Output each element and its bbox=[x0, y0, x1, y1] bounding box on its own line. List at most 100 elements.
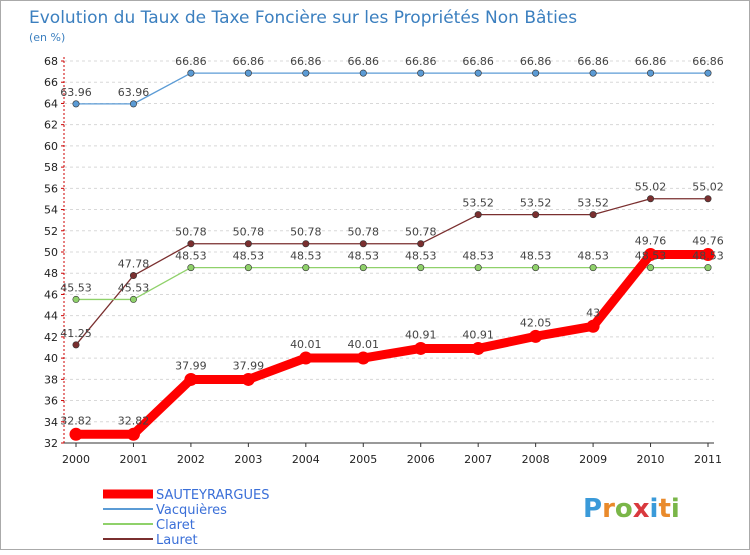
y-tick-label: 62 bbox=[44, 119, 58, 132]
data-label: 48.53 bbox=[635, 250, 667, 263]
data-label: 66.86 bbox=[348, 55, 380, 68]
data-label: 40.01 bbox=[290, 338, 322, 351]
axes bbox=[63, 57, 714, 444]
data-point bbox=[704, 195, 712, 203]
data-label: 66.86 bbox=[233, 55, 265, 68]
logo-letter-x: x bbox=[633, 494, 650, 524]
data-label: 66.86 bbox=[462, 55, 494, 68]
data-point bbox=[129, 295, 137, 303]
data-point bbox=[529, 329, 543, 343]
data-label: 42.05 bbox=[520, 316, 552, 329]
y-tick-label: 48 bbox=[44, 267, 58, 280]
data-point bbox=[129, 272, 137, 280]
data-label: 32.82 bbox=[118, 414, 150, 427]
y-tick-label: 56 bbox=[44, 182, 58, 195]
data-label: 55.02 bbox=[692, 181, 724, 194]
data-point bbox=[129, 100, 137, 108]
data-point bbox=[187, 69, 195, 77]
data-label: 66.86 bbox=[692, 55, 724, 68]
x-tick-label: 2004 bbox=[292, 453, 320, 466]
data-point bbox=[417, 240, 425, 248]
logo-letter-i: i bbox=[650, 494, 659, 524]
y-tick-label: 42 bbox=[44, 331, 58, 344]
data-point bbox=[471, 341, 485, 355]
data-point bbox=[474, 211, 482, 219]
series-line-lauret bbox=[75, 198, 709, 346]
x-axis-ticks: 2000 2001 2002 2003 2004 2005 2006 2007 2008 2009… bbox=[62, 443, 722, 466]
y-tick-label: 58 bbox=[44, 161, 58, 174]
series-line-claret bbox=[75, 266, 709, 301]
data-point bbox=[244, 264, 252, 272]
data-label: 66.86 bbox=[577, 55, 609, 68]
data-label: 48.53 bbox=[462, 250, 494, 263]
data-label: 53.52 bbox=[462, 197, 494, 210]
data-point bbox=[701, 248, 715, 262]
data-point bbox=[532, 211, 540, 219]
data-label: 45.53 bbox=[60, 281, 92, 294]
x-tick-label: 2003 bbox=[234, 453, 262, 466]
data-label: 63.96 bbox=[118, 86, 150, 99]
data-point bbox=[417, 264, 425, 272]
data-point bbox=[244, 240, 252, 248]
data-point bbox=[69, 427, 83, 441]
data-label: 37.99 bbox=[233, 359, 265, 372]
chart-subtitle: (en %) bbox=[29, 31, 65, 44]
proxiti-logo: Proxiti bbox=[583, 494, 680, 524]
data-point bbox=[414, 341, 428, 355]
data-point bbox=[299, 351, 313, 365]
y-tick-label: 44 bbox=[44, 310, 58, 323]
data-point bbox=[126, 427, 140, 441]
y-tick-label: 60 bbox=[44, 140, 58, 153]
data-label: 43 bbox=[586, 306, 600, 319]
data-point bbox=[704, 69, 712, 77]
y-tick-label: 64 bbox=[44, 97, 58, 110]
data-point bbox=[532, 69, 540, 77]
y-tick-label: 46 bbox=[44, 288, 58, 301]
data-label: 66.86 bbox=[635, 55, 667, 68]
data-point bbox=[589, 264, 597, 272]
data-label: 66.86 bbox=[290, 55, 322, 68]
logo-letter-o: o bbox=[615, 494, 633, 524]
x-tick-label: 2007 bbox=[464, 453, 492, 466]
data-label: 49.76 bbox=[692, 235, 724, 248]
y-tick-label: 40 bbox=[44, 352, 58, 365]
data-label: 40.91 bbox=[462, 328, 494, 341]
data-point bbox=[302, 264, 310, 272]
data-point bbox=[72, 341, 80, 349]
data-label: 49.76 bbox=[635, 235, 667, 248]
data-point bbox=[359, 69, 367, 77]
data-label: 48.53 bbox=[348, 250, 380, 263]
legend-item: Vacquières bbox=[103, 503, 227, 518]
data-point bbox=[244, 69, 252, 77]
data-point bbox=[586, 319, 600, 333]
data-label: 48.53 bbox=[175, 250, 207, 263]
x-tick-label: 2000 bbox=[62, 453, 90, 466]
logo-letter-t: t bbox=[658, 494, 670, 524]
legend-label: Vacquières bbox=[156, 503, 227, 518]
y-tick-label: 52 bbox=[44, 225, 58, 238]
y-tick-label: 34 bbox=[44, 416, 58, 429]
x-tick-label: 2010 bbox=[637, 453, 665, 466]
x-tick-label: 2009 bbox=[579, 453, 607, 466]
data-label: 48.53 bbox=[405, 250, 437, 263]
logo-letter-p: P bbox=[583, 494, 602, 524]
data-point bbox=[302, 240, 310, 248]
data-label: 50.78 bbox=[175, 226, 207, 239]
data-label: 66.86 bbox=[405, 55, 437, 68]
data-point bbox=[644, 248, 658, 262]
svg-text:Proxiti: Proxiti bbox=[583, 494, 680, 524]
legend-label: Claret bbox=[156, 518, 195, 533]
data-point bbox=[356, 351, 370, 365]
data-label: 66.86 bbox=[175, 55, 207, 68]
data-point bbox=[474, 69, 482, 77]
x-tick-label: 2002 bbox=[177, 453, 205, 466]
series-layer bbox=[69, 69, 715, 441]
data-point bbox=[187, 264, 195, 272]
y-tick-label: 68 bbox=[44, 55, 58, 68]
data-point bbox=[241, 372, 255, 386]
x-tick-label: 2011 bbox=[694, 453, 722, 466]
data-label: 41.25 bbox=[60, 327, 92, 340]
data-label: 48.53 bbox=[692, 250, 724, 263]
